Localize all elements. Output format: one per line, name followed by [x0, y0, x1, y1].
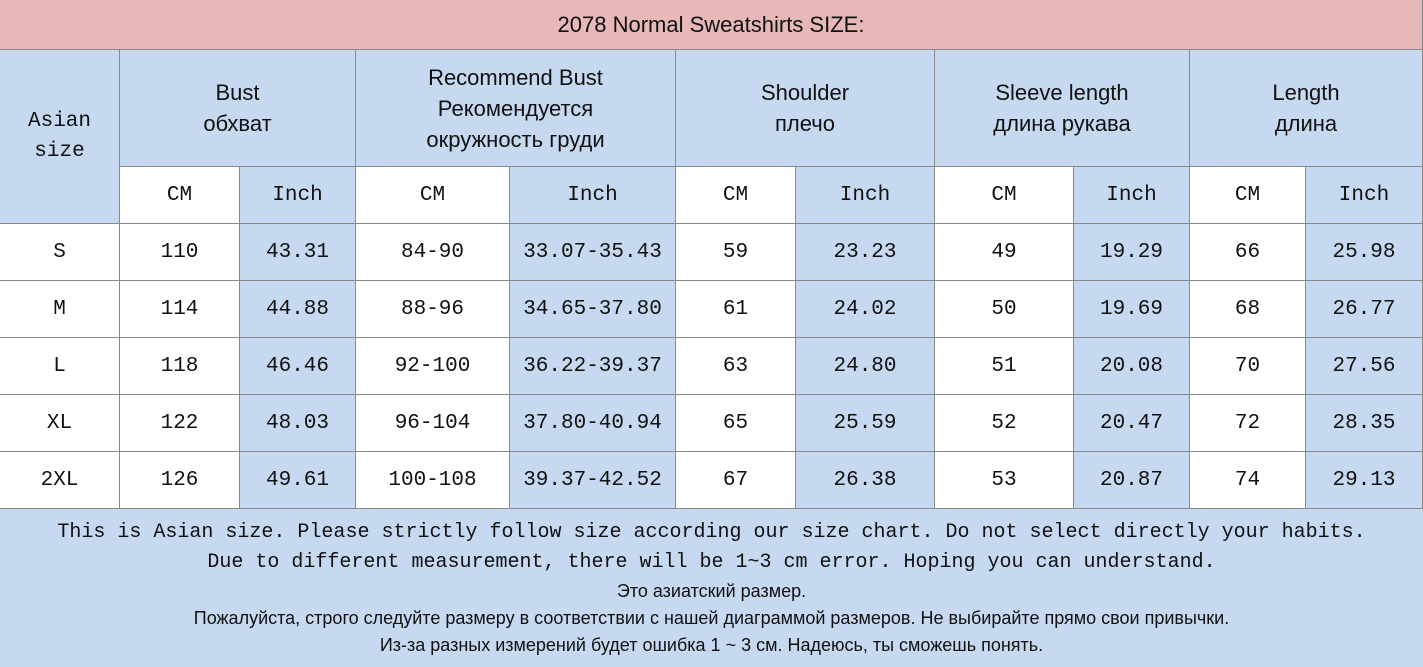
group-header-line: окружность груди	[426, 126, 605, 152]
footer-line: Пожалуйста, строго следуйте размеру в со…	[193, 607, 1230, 628]
size-value: 24.80	[796, 338, 935, 395]
group-header-line: Bust	[215, 80, 260, 105]
size-value: 49	[935, 224, 1074, 281]
size-value: 52	[935, 395, 1074, 452]
size-value: 43.31	[240, 224, 356, 281]
size-value: 19.69	[1074, 281, 1190, 338]
group-header: Bust обхват	[120, 50, 356, 167]
size-value: 67	[676, 452, 796, 509]
size-value: 88-96	[356, 281, 510, 338]
size-value: 20.08	[1074, 338, 1190, 395]
size-value: 51	[935, 338, 1074, 395]
size-value: 37.80-40.94	[510, 395, 676, 452]
footer-line: This is Asian size. Please strictly foll…	[57, 520, 1366, 544]
size-label: M	[0, 281, 120, 338]
size-value: 19.29	[1074, 224, 1190, 281]
size-value: 50	[935, 281, 1074, 338]
footer-line: Due to different measurement, there will…	[207, 550, 1216, 574]
size-value: 92-100	[356, 338, 510, 395]
group-header-line: Recommend Bust	[428, 64, 603, 90]
size-value: 46.46	[240, 338, 356, 395]
unit-header: CM	[676, 167, 796, 224]
size-label: S	[0, 224, 120, 281]
title: 2078 Normal Sweatshirts SIZE:	[0, 0, 1423, 50]
size-value: 25.59	[796, 395, 935, 452]
unit-header: Inch	[240, 167, 356, 224]
unit-header: CM	[935, 167, 1074, 224]
size-label: L	[0, 338, 120, 395]
group-header-line: Shoulder	[760, 80, 850, 105]
size-value: 26.38	[796, 452, 935, 509]
size-value: 28.35	[1306, 395, 1423, 452]
unit-header: Inch	[796, 167, 935, 224]
size-value: 68	[1190, 281, 1306, 338]
size-label: 2XL	[0, 452, 120, 509]
unit-header: CM	[1190, 167, 1306, 224]
group-header-line: Рекомендуется	[437, 95, 594, 121]
size-value: 29.13	[1306, 452, 1423, 509]
size-value: 36.22-39.37	[510, 338, 676, 395]
size-value: 118	[120, 338, 240, 395]
size-value: 33.07-35.43	[510, 224, 676, 281]
size-label: XL	[0, 395, 120, 452]
group-header-line: Length	[1272, 80, 1340, 105]
size-value: 26.77	[1306, 281, 1423, 338]
size-value: 49.61	[240, 452, 356, 509]
size-value: 84-90	[356, 224, 510, 281]
size-value: 25.98	[1306, 224, 1423, 281]
group-header: Recommend Bust Рекомендуется окружность гр…	[356, 50, 676, 167]
size-value: 53	[935, 452, 1074, 509]
size-value: 96-104	[356, 395, 510, 452]
size-value: 24.02	[796, 281, 935, 338]
size-value: 110	[120, 224, 240, 281]
size-value: 72	[1190, 395, 1306, 452]
group-header-line: длина рукава	[993, 111, 1131, 136]
unit-header: CM	[120, 167, 240, 224]
corner-label: Asian size	[27, 109, 91, 163]
size-value: 126	[120, 452, 240, 509]
footer-line: Из-за разных измерений будет ошибка 1 ~ …	[379, 634, 1044, 655]
size-value: 44.88	[240, 281, 356, 338]
size-value: 114	[120, 281, 240, 338]
size-value: 100-108	[356, 452, 510, 509]
size-value: 66	[1190, 224, 1306, 281]
size-value: 122	[120, 395, 240, 452]
group-header: Sleeve length длина рукава	[935, 50, 1190, 167]
group-header-line: плечо	[775, 111, 835, 136]
size-value: 61	[676, 281, 796, 338]
size-value: 70	[1190, 338, 1306, 395]
size-value: 23.23	[796, 224, 935, 281]
unit-header: Inch	[1074, 167, 1190, 224]
unit-header: Inch	[1306, 167, 1423, 224]
size-value: 27.56	[1306, 338, 1423, 395]
size-value: 48.03	[240, 395, 356, 452]
footer: This is Asian size. Please strictly foll…	[0, 509, 1423, 667]
size-value: 63	[676, 338, 796, 395]
group-header: Shoulder плечо	[676, 50, 935, 167]
size-value: 20.87	[1074, 452, 1190, 509]
unit-header: CM	[356, 167, 510, 224]
group-header-line: обхват	[203, 111, 272, 136]
group-header-line: длина	[1274, 111, 1338, 136]
size-value: 59	[676, 224, 796, 281]
size-value: 34.65-37.80	[510, 281, 676, 338]
size-value: 74	[1190, 452, 1306, 509]
size-value: 65	[676, 395, 796, 452]
unit-header: Inch	[510, 167, 676, 224]
size-value: 39.37-42.52	[510, 452, 676, 509]
group-header-line: Sleeve length	[995, 80, 1129, 105]
footer-line: Это азиатский размер.	[616, 580, 807, 601]
corner-header: Asian size	[0, 50, 120, 224]
size-value: 20.47	[1074, 395, 1190, 452]
group-header: Length длина	[1190, 50, 1423, 167]
